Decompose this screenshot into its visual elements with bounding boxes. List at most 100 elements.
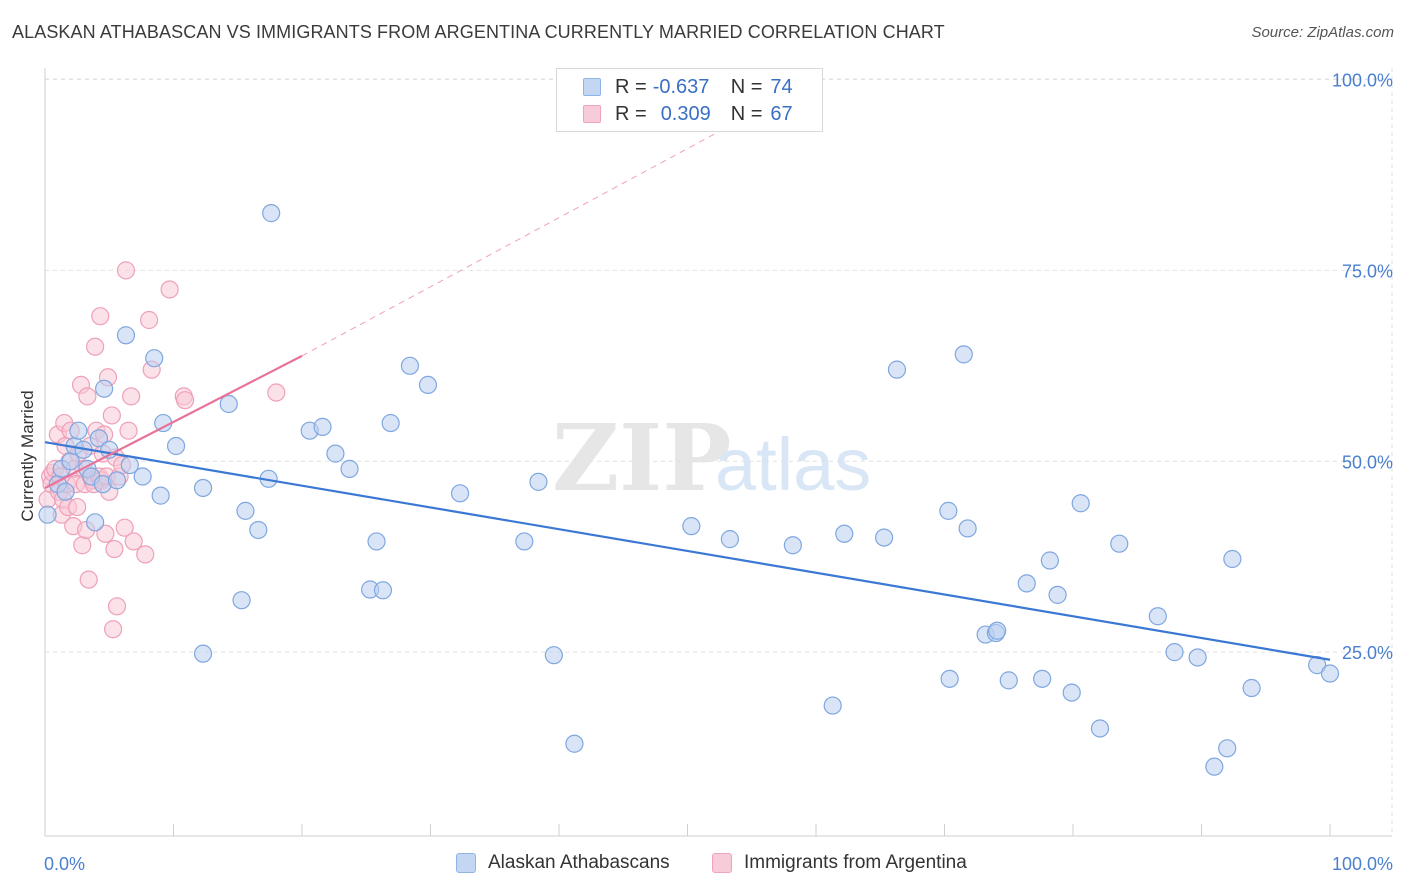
athabascan-point xyxy=(940,669,959,688)
legend-row-athabascan: R = -0.637 N = 74 xyxy=(583,75,793,99)
athabascan-point xyxy=(340,459,359,478)
athabascan-point xyxy=(1090,719,1110,738)
argentina-point xyxy=(115,518,134,537)
athabascan-point xyxy=(823,696,842,715)
athabascan-point xyxy=(133,467,152,486)
athabascan-point xyxy=(1040,551,1059,570)
axes xyxy=(44,68,1392,837)
athabascan-point xyxy=(1071,494,1090,513)
athabascan-point xyxy=(313,417,332,436)
legend-n-label: N = xyxy=(730,102,763,125)
athabascan-point xyxy=(249,520,268,540)
athabascan-point xyxy=(1320,664,1340,683)
athabascan-point xyxy=(373,581,393,600)
x-tick-label: 100.0% xyxy=(1332,854,1393,874)
legend-r-label: R = xyxy=(615,102,647,125)
athabascan-point xyxy=(1048,585,1067,604)
athabascan-point xyxy=(958,519,977,538)
athabascan-point xyxy=(887,360,907,379)
legend-swatch-pink xyxy=(583,105,601,123)
tick-labels: 25.0% 50.0% 75.0% 100.0% 0.0% 100.0% xyxy=(44,71,1393,875)
athabascan-point xyxy=(720,530,740,549)
athabascan-point xyxy=(1110,534,1129,553)
legend-item-athabascans: Alaskan Athabascans xyxy=(456,852,670,874)
athabascan-point xyxy=(544,646,563,665)
legend-item-argentina: Immigrants from Argentina xyxy=(712,852,967,874)
legend-n-label: N = xyxy=(730,75,763,98)
athabascan-point xyxy=(166,436,186,456)
athabascan-point xyxy=(988,621,1007,640)
athabascan-point xyxy=(1148,607,1167,626)
legend-r-value: -0.637 xyxy=(652,75,710,98)
argentina-point xyxy=(102,406,121,425)
series-legend: Alaskan Athabascans Immigrants from Arge… xyxy=(0,852,1406,878)
athabascan-point xyxy=(400,356,420,375)
athabascan-point xyxy=(529,472,548,491)
athabascan-point xyxy=(783,536,802,555)
athabascan-point xyxy=(95,379,114,398)
legend-swatch-pink xyxy=(712,853,732,873)
argentina-point xyxy=(136,545,155,564)
athabascan-point xyxy=(939,501,958,520)
athabascan-point xyxy=(367,532,386,551)
argentina-point xyxy=(68,497,87,517)
legend-row-argentina: R = 0.309 N = 67 xyxy=(583,102,793,126)
legend-swatch-blue xyxy=(456,853,476,873)
argentina-point xyxy=(139,310,159,330)
athabascan-point xyxy=(515,532,534,551)
trend-lines xyxy=(44,79,1331,661)
source-credit: Source: ZipAtlas.com xyxy=(1251,24,1394,41)
athabascan-point xyxy=(418,375,438,394)
legend-swatch-blue xyxy=(583,78,601,96)
argentina-point xyxy=(116,261,136,280)
athabascan-point xyxy=(1062,683,1081,702)
athabascan-point xyxy=(1165,643,1184,662)
athabascan-point xyxy=(193,478,213,498)
argentina-point xyxy=(121,387,141,406)
athabascan-point xyxy=(262,204,281,223)
legend-label: Alaskan Athabascans xyxy=(488,852,670,873)
athabascan-point xyxy=(1242,678,1261,698)
argentina-point xyxy=(73,536,92,555)
x-tick-label: 0.0% xyxy=(44,854,85,874)
athabascan-point xyxy=(86,513,105,532)
legend-r-value: 0.309 xyxy=(660,102,711,125)
argentina-point xyxy=(105,539,124,559)
athabascan-point xyxy=(219,394,238,414)
athabascan-point xyxy=(145,349,164,368)
argentina-point xyxy=(267,383,286,402)
athabascan-trend-line xyxy=(44,441,1331,661)
watermark-atlas: atlas xyxy=(715,423,871,506)
argentina-point xyxy=(91,307,110,326)
athabascan-point xyxy=(236,501,255,520)
argentina-point xyxy=(78,387,97,406)
athabascan-point xyxy=(565,734,584,753)
argentina-point xyxy=(119,421,138,440)
athabascan-point xyxy=(835,524,854,543)
legend-n-value: 67 xyxy=(770,102,793,125)
y-tick-label: 25.0% xyxy=(1342,643,1393,663)
athabascan-point xyxy=(1188,648,1207,667)
athabascan-point xyxy=(875,528,894,547)
data-points xyxy=(38,204,1340,776)
athabascan-point xyxy=(56,482,75,501)
chart-title: ALASKAN ATHABASCAN VS IMMIGRANTS FROM AR… xyxy=(12,22,945,42)
athabascan-point xyxy=(954,345,973,364)
athabascan-point xyxy=(682,517,701,536)
athabascan-point xyxy=(1218,739,1237,758)
argentina-point xyxy=(160,280,179,299)
y-tick-label: 50.0% xyxy=(1342,452,1393,472)
y-tick-label: 75.0% xyxy=(1342,261,1393,281)
athabascan-point xyxy=(69,421,88,440)
athabascan-point xyxy=(89,429,109,448)
athabascan-point xyxy=(381,413,400,433)
y-axis-label: Currently Married xyxy=(18,390,37,521)
athabascan-point xyxy=(1205,757,1224,776)
argentina-point xyxy=(104,620,123,639)
argentina-point xyxy=(175,391,195,410)
athabascan-point xyxy=(193,644,213,663)
argentina-point xyxy=(107,597,127,616)
athabascan-point xyxy=(116,326,136,345)
legend-n-value: 74 xyxy=(770,75,793,98)
